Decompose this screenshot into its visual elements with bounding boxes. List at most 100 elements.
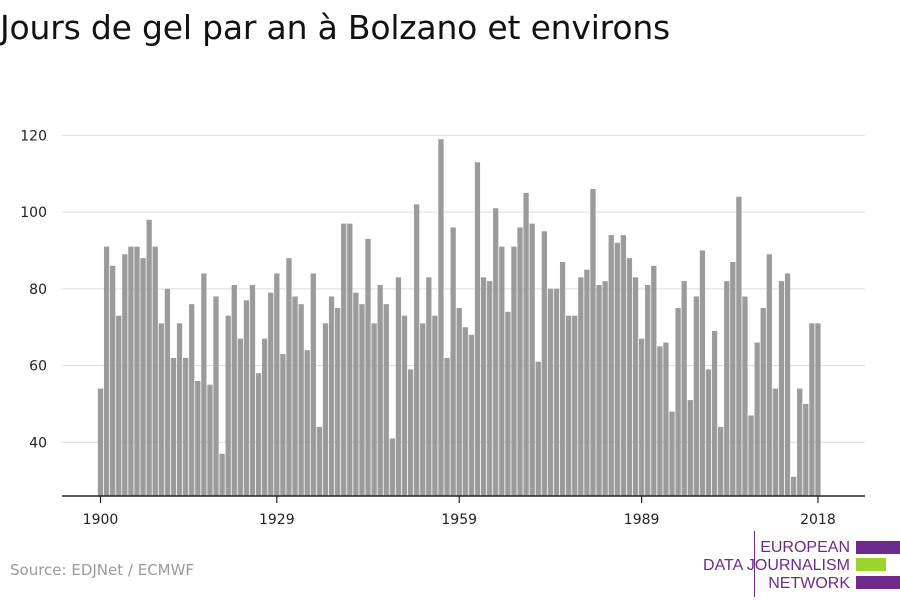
bar-1990 bbox=[645, 284, 651, 496]
bar-1976 bbox=[559, 261, 566, 496]
bar-1979 bbox=[578, 277, 584, 496]
bar-1994 bbox=[669, 411, 675, 496]
bar-1986 bbox=[620, 235, 627, 496]
bar-1961 bbox=[468, 334, 475, 496]
y-tick-label-60: 60 bbox=[29, 359, 47, 375]
bar-2006 bbox=[742, 296, 748, 496]
bar-2003 bbox=[724, 281, 730, 496]
bar-2018 bbox=[815, 323, 821, 496]
bar-1999 bbox=[699, 250, 706, 496]
bar-1932 bbox=[292, 296, 298, 496]
bar-2007 bbox=[748, 415, 754, 496]
bar-1928 bbox=[268, 292, 274, 496]
edjnet-logo: EUROPEAN DATA JOURNALISM NETWORK bbox=[690, 531, 900, 597]
bar-1929 bbox=[274, 273, 280, 496]
bar-1940 bbox=[341, 223, 347, 496]
y-tick-labels: 40 60 80 100 120 bbox=[20, 128, 47, 451]
bar-1955 bbox=[432, 315, 438, 496]
bar-2012 bbox=[778, 281, 785, 496]
bar-1913 bbox=[176, 323, 183, 496]
bar-1956 bbox=[438, 139, 444, 497]
bar-1910 bbox=[158, 323, 164, 496]
bar-1942 bbox=[353, 292, 359, 496]
bar-1906 bbox=[134, 246, 140, 496]
bar-1960 bbox=[462, 327, 468, 496]
bars bbox=[97, 139, 821, 497]
bar-1949 bbox=[395, 277, 402, 496]
bar-2008 bbox=[754, 342, 760, 496]
bar-1923 bbox=[237, 338, 243, 496]
bar-1937 bbox=[322, 323, 329, 496]
bar-1989 bbox=[638, 338, 645, 496]
bar-1981 bbox=[590, 189, 596, 496]
bar-1945 bbox=[371, 323, 377, 496]
bar-1966 bbox=[499, 246, 505, 496]
bar-1978 bbox=[572, 315, 578, 496]
bar-1973 bbox=[541, 231, 547, 496]
bar-1968 bbox=[511, 246, 517, 496]
bar-2011 bbox=[772, 388, 779, 496]
bar-1988 bbox=[632, 277, 639, 496]
bar-1927 bbox=[262, 338, 268, 496]
bar-2013 bbox=[784, 273, 791, 496]
bar-1970 bbox=[523, 192, 529, 497]
bar-2004 bbox=[730, 261, 736, 496]
bar-1983 bbox=[602, 281, 608, 496]
bar-1934 bbox=[304, 350, 310, 496]
bar-1915 bbox=[189, 304, 195, 496]
bar-1954 bbox=[426, 277, 432, 496]
bar-1943 bbox=[359, 304, 365, 496]
bar-1917 bbox=[201, 273, 207, 496]
bar-1918 bbox=[207, 384, 213, 496]
x-ticks: 1900 1929 1959 1989 2018 bbox=[83, 496, 836, 528]
bar-1996 bbox=[681, 281, 687, 496]
bar-1975 bbox=[553, 288, 560, 496]
bar-1948 bbox=[389, 438, 395, 496]
bar-1992 bbox=[657, 346, 663, 496]
bar-1991 bbox=[651, 265, 657, 496]
bar-1998 bbox=[693, 296, 699, 496]
x-tick-label-1959: 1959 bbox=[441, 512, 477, 528]
x-tick-label-1929: 1929 bbox=[259, 512, 295, 528]
bar-1993 bbox=[663, 342, 669, 496]
bar-1984 bbox=[608, 235, 614, 496]
bar-1962 bbox=[474, 162, 481, 496]
bar-1980 bbox=[584, 269, 590, 496]
logo-divider bbox=[754, 531, 755, 597]
bar-chart: 40 60 80 100 120 1900 1929 1959 1989 2018 bbox=[20, 128, 865, 528]
bar-1946 bbox=[377, 284, 383, 496]
logo-bar-bottom bbox=[856, 576, 900, 589]
bar-1997 bbox=[687, 400, 693, 496]
bar-1916 bbox=[195, 380, 201, 496]
logo-bar-middle bbox=[856, 558, 886, 571]
bar-1907 bbox=[140, 258, 146, 496]
logo-line-1: EUROPEAN bbox=[760, 539, 850, 556]
bar-1903 bbox=[116, 315, 122, 496]
bar-1905 bbox=[128, 246, 134, 496]
bar-2000 bbox=[705, 369, 712, 496]
bar-1901 bbox=[103, 246, 110, 496]
y-tick-label-40: 40 bbox=[29, 435, 47, 451]
bar-1959 bbox=[456, 308, 462, 496]
bar-1987 bbox=[626, 258, 633, 496]
bar-1971 bbox=[529, 223, 535, 496]
bar-1936 bbox=[316, 426, 323, 496]
bar-1985 bbox=[614, 242, 620, 496]
bar-1911 bbox=[164, 288, 171, 496]
bar-1914 bbox=[182, 357, 189, 496]
bar-1963 bbox=[480, 277, 487, 496]
bar-2010 bbox=[766, 254, 772, 496]
bar-1947 bbox=[383, 304, 389, 496]
bar-1930 bbox=[280, 354, 286, 496]
bar-2009 bbox=[760, 308, 766, 496]
bar-1921 bbox=[225, 315, 231, 496]
bar-1957 bbox=[444, 357, 450, 496]
bar-1974 bbox=[547, 288, 554, 496]
bar-1982 bbox=[596, 284, 602, 496]
bar-2005 bbox=[736, 196, 742, 497]
bar-1958 bbox=[450, 227, 456, 496]
x-tick-label-1900: 1900 bbox=[83, 512, 119, 528]
bar-1909 bbox=[152, 246, 158, 496]
logo-text: EUROPEAN DATA JOURNALISM NETWORK bbox=[703, 539, 850, 593]
x-tick-label-2018: 2018 bbox=[800, 512, 836, 528]
